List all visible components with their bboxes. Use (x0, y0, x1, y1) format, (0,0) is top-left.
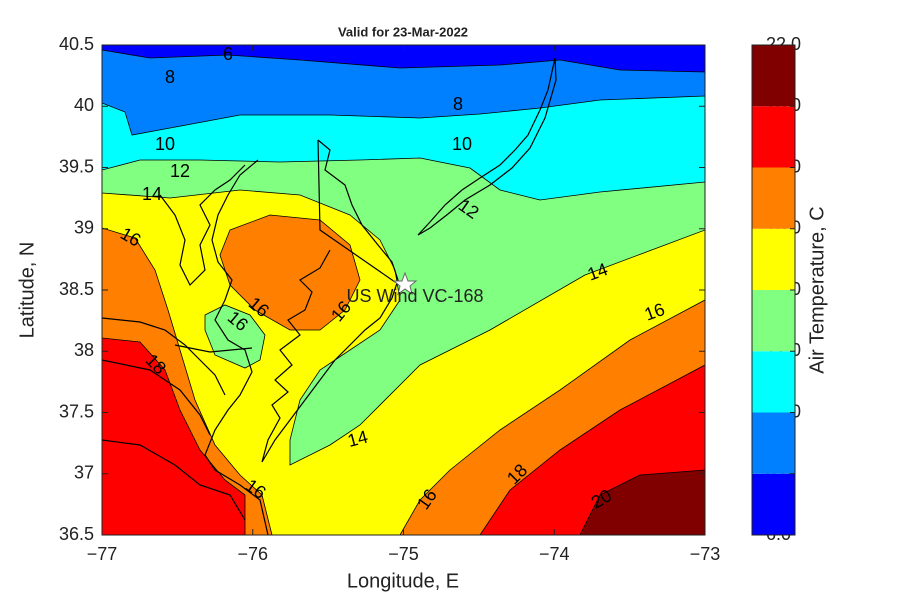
contour-band (579, 469, 705, 535)
coastline (261, 139, 399, 463)
coastline (102, 57, 557, 535)
colorbar-label: Air Temperature, C (806, 206, 828, 373)
contour-fills (102, 45, 705, 535)
colorbar-band (752, 106, 795, 168)
coastline (159, 164, 246, 287)
state-border (174, 139, 396, 353)
y-tick-label: 36.5 (59, 524, 94, 544)
contour-label: 10 (452, 134, 472, 154)
x-axis-label: Longitude, E (347, 570, 459, 592)
site-marker (392, 271, 418, 296)
y-tick-label: 40.5 (59, 34, 94, 54)
colorbar-band (752, 473, 795, 535)
chart-title: Valid for 23-Mar-2022 (338, 24, 468, 39)
coastline (204, 159, 269, 535)
contour-band (102, 337, 246, 535)
y-tick-label: 37.5 (59, 401, 94, 421)
y-tick-label: 39.5 (59, 156, 94, 176)
contour-label: 10 (155, 134, 175, 154)
x-tick-label: −76 (237, 544, 268, 564)
x-tick-label: −77 (87, 544, 118, 564)
x-tick-label: −73 (690, 544, 721, 564)
x-tick-label: −74 (539, 544, 570, 564)
y-tick-label: 38.5 (59, 279, 94, 299)
contour-label: 6 (223, 44, 233, 64)
site-label: US Wind VC-168 (346, 286, 483, 306)
y-tick-label: 40 (74, 95, 94, 115)
colorbar (751, 44, 796, 536)
colorbar-band (752, 290, 795, 352)
y-axis-label: Latitude, N (16, 242, 38, 339)
y-tick-label: 39 (74, 218, 94, 238)
colorbar-band (752, 228, 795, 290)
x-tick-label: −75 (388, 544, 419, 564)
y-tick-label: 37 (74, 463, 94, 483)
contour-label: 14 (142, 184, 162, 204)
contour-label: 12 (170, 161, 190, 181)
coastline (102, 317, 246, 521)
colorbar-band (752, 45, 795, 107)
contour-label: 8 (453, 94, 463, 114)
colorbar-band (752, 351, 795, 413)
colorbar-band (752, 167, 795, 229)
coastline (417, 57, 557, 236)
y-tick-label: 38 (74, 340, 94, 360)
colorbar-band (752, 412, 795, 474)
contour-label: 8 (165, 67, 175, 87)
contour-band (219, 214, 361, 331)
contour-band (204, 304, 266, 369)
